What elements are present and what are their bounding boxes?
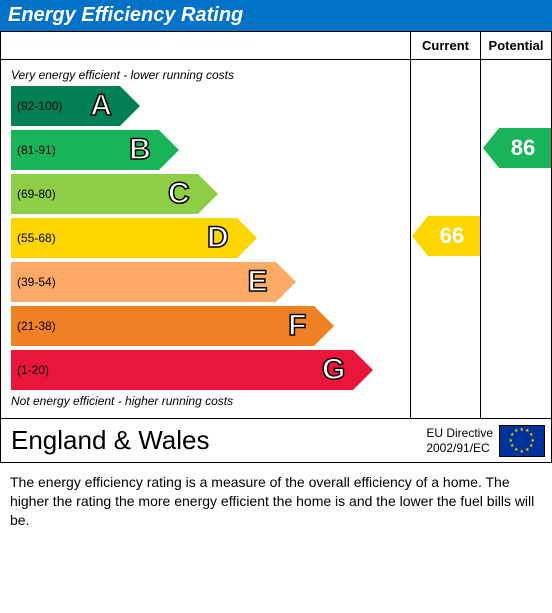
subtitle-bottom: Not energy efficient - higher running co… [11, 394, 400, 408]
band-range-b: (81-91) [11, 143, 56, 157]
band-bar-a: (92-100) A [11, 86, 120, 126]
chart-box: Current Potential Very energy efficient … [0, 31, 552, 419]
band-bar-g: (1-20) G [11, 350, 353, 390]
potential-pointer: 86 [499, 128, 551, 168]
band-range-d: (55-68) [11, 231, 56, 245]
region-label: England & Wales [1, 419, 341, 462]
description-text: The energy efficiency rating is a measur… [0, 463, 552, 530]
band-range-c: (69-80) [11, 187, 56, 201]
header-potential: Potential [481, 32, 551, 60]
band-list: (92-100)A(81-91)B(69-80)C(55-68)D(39-54)… [11, 86, 400, 390]
directive-line1: EU Directive [426, 426, 493, 440]
band-range-a: (92-100) [11, 99, 62, 113]
band-bar-d: (55-68) D [11, 218, 237, 258]
band-row-d: (55-68) D [11, 218, 400, 258]
directive-line2: 2002/91/EC [426, 441, 493, 455]
current-column: 66 [411, 60, 481, 418]
potential-value: 86 [511, 135, 535, 161]
band-bar-b: (81-91) B [11, 130, 159, 170]
band-row-b: (81-91) B [11, 130, 400, 170]
current-value: 66 [440, 223, 464, 249]
band-row-f: (21-38) F [11, 306, 400, 346]
band-letter-a: A [90, 86, 112, 126]
band-letter-c: C [168, 174, 190, 214]
band-range-f: (21-38) [11, 319, 56, 333]
current-pointer: 66 [428, 216, 480, 256]
band-bar-c: (69-80) C [11, 174, 198, 214]
band-letter-g: G [322, 350, 345, 390]
subtitle-top: Very energy efficient - lower running co… [11, 68, 400, 82]
footer-row: England & Wales EU Directive 2002/91/EC … [0, 419, 552, 463]
band-letter-f: F [288, 306, 306, 346]
eu-flag-icon: ★★★★★★★★★★★★ [499, 425, 545, 457]
potential-column: 86 [481, 60, 551, 418]
band-letter-d: D [207, 218, 229, 258]
band-range-e: (39-54) [11, 275, 56, 289]
directive-cell: EU Directive 2002/91/EC ★★★★★★★★★★★★ [341, 419, 551, 462]
epc-chart: Energy Efficiency Rating Current Potenti… [0, 0, 552, 530]
header-blank [1, 32, 411, 60]
title-bar: Energy Efficiency Rating [0, 0, 552, 31]
header-current: Current [411, 32, 481, 60]
band-letter-b: B [129, 130, 151, 170]
band-bar-e: (39-54) E [11, 262, 276, 302]
band-range-g: (1-20) [11, 363, 49, 377]
band-letter-e: E [248, 262, 268, 302]
band-row-g: (1-20) G [11, 350, 400, 390]
band-bar-f: (21-38) F [11, 306, 314, 346]
band-row-a: (92-100) A [11, 86, 400, 126]
band-row-c: (69-80) C [11, 174, 400, 214]
bands-area: Very energy efficient - lower running co… [1, 60, 411, 418]
band-row-e: (39-54) E [11, 262, 400, 302]
directive-text: EU Directive 2002/91/EC [426, 426, 493, 455]
